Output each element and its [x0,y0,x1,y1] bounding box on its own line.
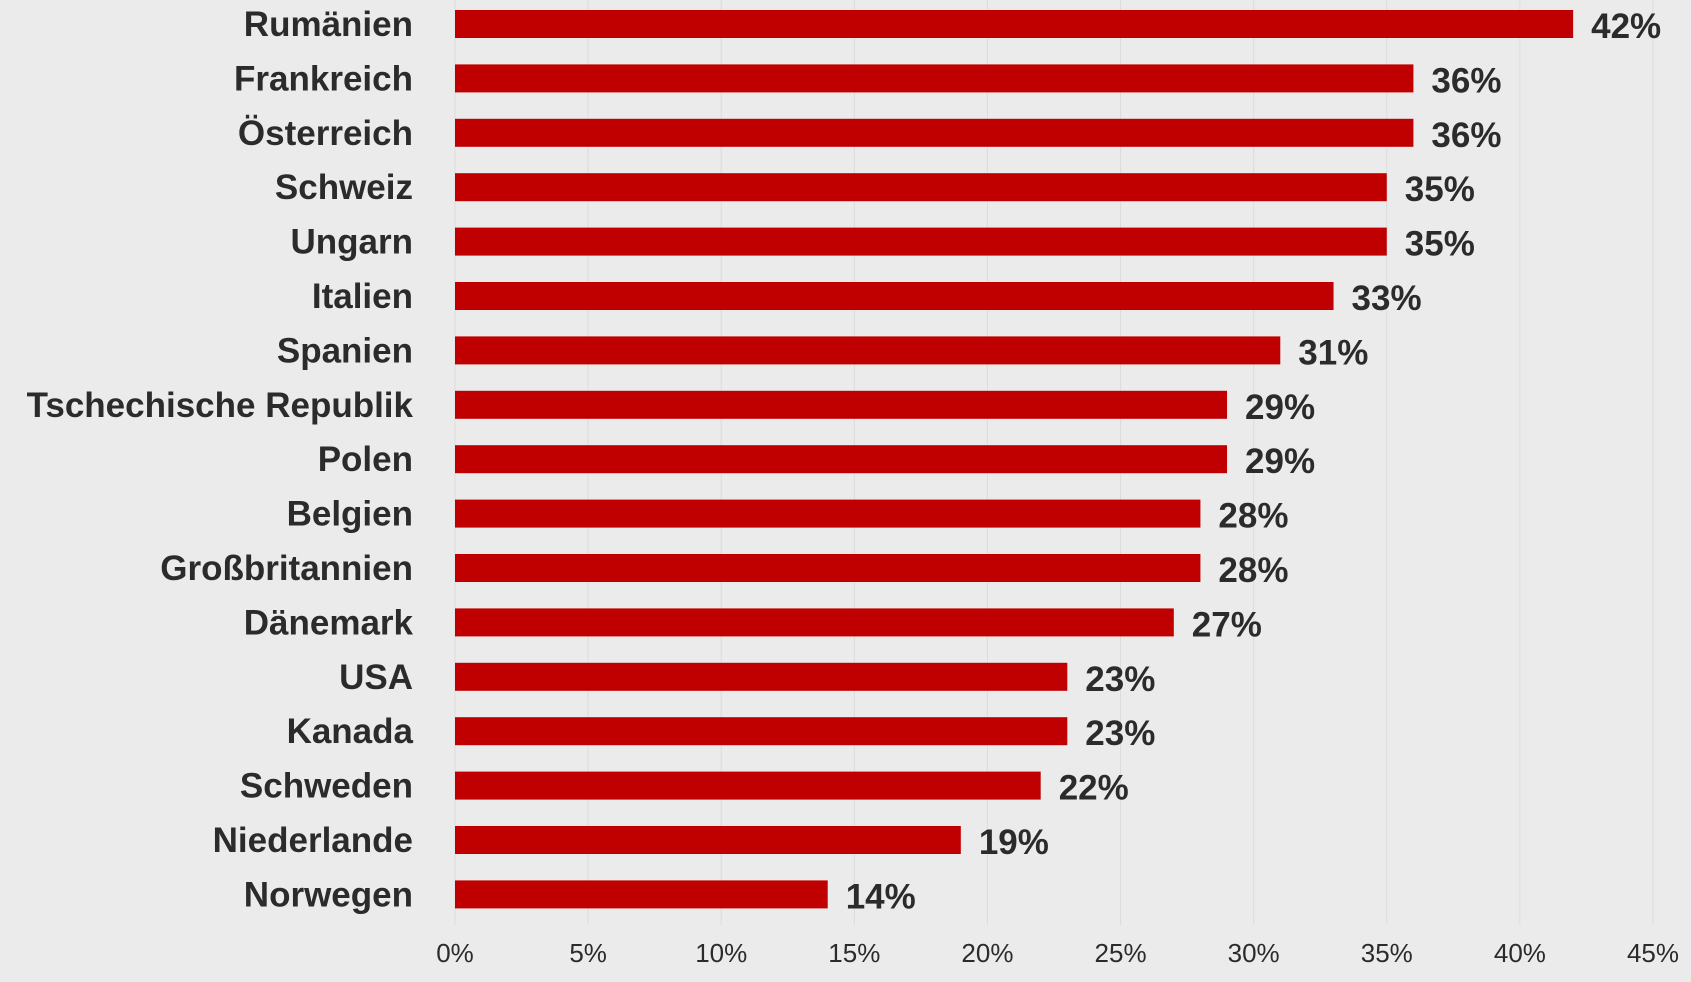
data-label: 29% [1245,442,1315,481]
bar [455,173,1387,202]
bar [455,227,1387,256]
bar [455,771,1041,800]
bars [455,10,1574,909]
bar [455,445,1228,474]
data-label: 14% [846,877,916,916]
bar [455,118,1414,147]
data-label: 28% [1218,551,1288,590]
x-tick-label: 5% [569,938,607,968]
bar [455,880,828,909]
bar [455,64,1414,93]
data-label: 23% [1085,660,1155,699]
data-label: 36% [1431,116,1501,155]
data-label: 19% [979,823,1049,862]
x-tick-label: 35% [1361,938,1413,968]
category-label: Österreich [238,114,413,153]
category-label: Polen [318,440,413,479]
category-label: Rumänien [244,5,413,44]
data-label: 31% [1298,333,1368,372]
x-tick-label: 0% [436,938,474,968]
category-label: Großbritannien [160,549,413,588]
category-label: Belgien [287,495,413,534]
x-tick-label: 30% [1228,938,1280,968]
bar [455,608,1174,637]
bar [455,554,1201,582]
category-label: Schweiz [275,168,413,207]
category-label: Kanada [287,712,414,751]
data-label: 33% [1352,279,1422,318]
x-tick-label: 40% [1494,938,1546,968]
bar [455,282,1334,310]
category-label: Schweden [240,767,413,806]
bar [455,336,1281,365]
data-label: 23% [1085,714,1155,753]
category-label: USA [339,658,413,697]
category-labels: Rumänien Frankreich Österreich Schweiz Ungar… [27,5,414,914]
data-label: 22% [1059,769,1129,808]
category-label: Spanien [277,331,413,370]
category-label: Italien [312,277,413,316]
bar [455,717,1068,746]
x-tick-label: 15% [828,938,880,968]
x-tick-label: 45% [1627,938,1679,968]
category-label: Ungarn [291,223,414,262]
bar [455,10,1574,38]
x-tick-label: 20% [961,938,1013,968]
category-label: Tschechische Republik [27,386,414,425]
x-tick-label: 25% [1095,938,1147,968]
category-label: Norwegen [244,875,413,914]
x-axis-ticks: 0% 5% 10% 15% 20% 25% 30% 35% 40% 45% [436,938,1679,968]
value-labels: 42% 36% 36% 35% 35% 33% 31% 29% 29% 28% 28% 27% 23% 2… [846,7,1661,916]
data-label: 35% [1405,170,1475,209]
bar [455,390,1228,419]
data-label: 42% [1591,7,1661,46]
category-label: Niederlande [213,821,413,860]
category-label: Frankreich [234,59,413,98]
data-label: 28% [1218,497,1288,536]
data-label: 27% [1192,605,1262,644]
category-label: Dänemark [244,603,414,642]
x-tick-label: 10% [695,938,747,968]
data-label: 29% [1245,388,1315,427]
data-label: 35% [1405,225,1475,264]
bar [455,499,1201,528]
bar [455,826,961,854]
bar [455,662,1068,691]
data-label: 36% [1431,61,1501,100]
